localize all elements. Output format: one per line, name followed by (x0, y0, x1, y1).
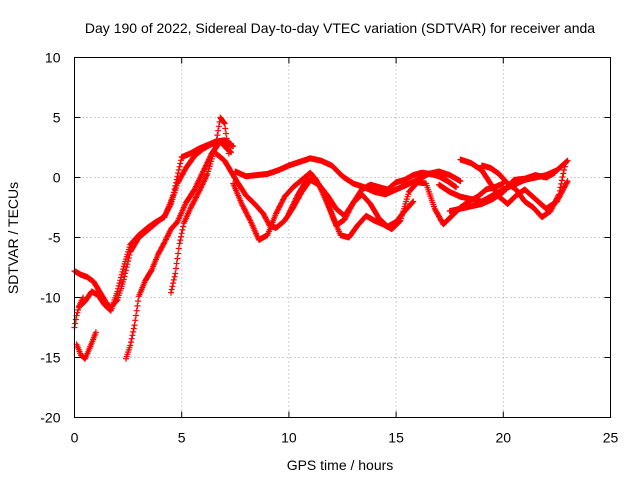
data-point-markers (73, 329, 99, 362)
y-tick-label: -15 (40, 350, 60, 366)
y-axis-label: SDTVAR / TECUs (5, 182, 21, 294)
y-tick-label: 5 (53, 110, 61, 126)
x-tick-label: 0 (71, 430, 79, 446)
y-tick-label: 10 (45, 50, 61, 66)
data-point-markers (232, 155, 464, 198)
y-tick-label: -10 (40, 290, 60, 306)
series-track-n (446, 169, 558, 215)
chart-title: Day 190 of 2022, Sidereal Day-to-day VTE… (85, 20, 595, 36)
x-tick-label: 25 (603, 430, 619, 446)
axis-ticks: 0 5 10 15 20 25 -20 -15 -10 -5 0 5 10 (40, 50, 618, 446)
data-points (71, 114, 571, 362)
series-track-c (73, 329, 99, 362)
x-tick-label: 15 (388, 430, 404, 446)
data-point-markers (168, 114, 232, 296)
data-point-markers (446, 169, 558, 215)
x-tick-label: 20 (496, 430, 512, 446)
y-tick-label: -20 (40, 410, 60, 426)
x-tick-label: 5 (178, 430, 186, 446)
y-tick-label: -5 (48, 230, 61, 246)
series-track-i (232, 155, 464, 198)
series-track-f (168, 114, 232, 296)
x-axis-label: GPS time / hours (287, 457, 394, 473)
x-tick-label: 10 (281, 430, 297, 446)
y-tick-label: 0 (53, 170, 61, 186)
